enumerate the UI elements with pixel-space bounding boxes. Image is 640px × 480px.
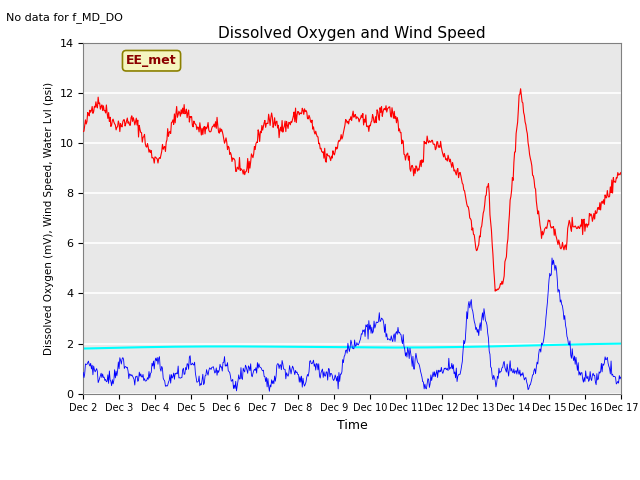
Y-axis label: Dissolved Oxygen (mV), Wind Speed, Water Lvl (psi): Dissolved Oxygen (mV), Wind Speed, Water… <box>44 82 54 355</box>
Text: No data for f_MD_DO: No data for f_MD_DO <box>6 12 124 23</box>
X-axis label: Time: Time <box>337 419 367 432</box>
Legend: DisOxy, ws, WaterLevel: DisOxy, ws, WaterLevel <box>195 477 509 480</box>
Title: Dissolved Oxygen and Wind Speed: Dissolved Oxygen and Wind Speed <box>218 25 486 41</box>
Text: EE_met: EE_met <box>126 54 177 67</box>
